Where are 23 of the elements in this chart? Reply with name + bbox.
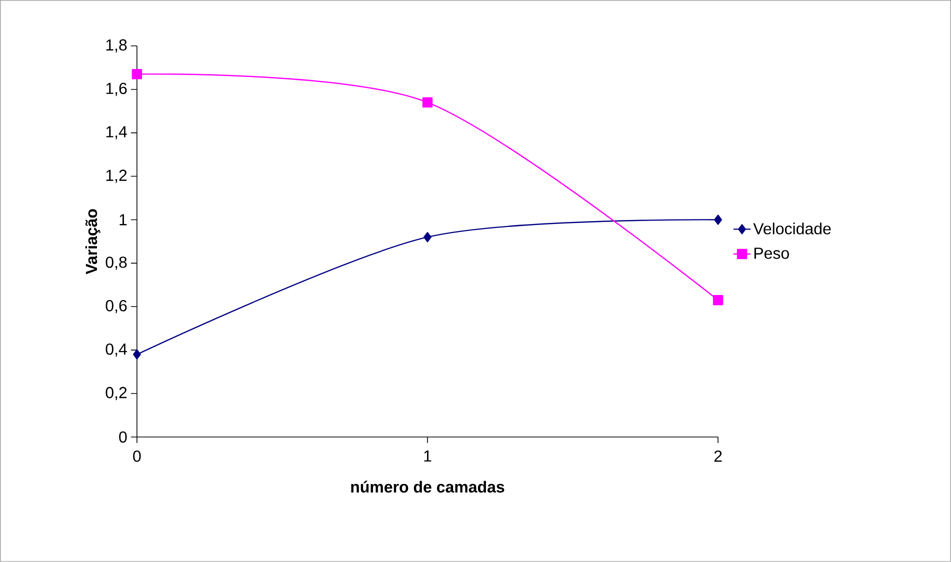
- y-tick-label: 1,8: [106, 39, 127, 53]
- y-tick-label: 1: [120, 214, 127, 226]
- point: [132, 349, 141, 360]
- y-tick-label: 0,8: [106, 256, 127, 270]
- point: [714, 214, 722, 225]
- point: [712, 295, 724, 306]
- y-axis-title: Variação: [85, 209, 100, 274]
- point: [424, 232, 432, 242]
- y-tick-label: 1,6: [106, 82, 127, 96]
- y-tick-label: 0,6: [106, 300, 127, 314]
- x-tick-label: 2: [714, 450, 722, 462]
- y-tick-label: 0,2: [106, 386, 127, 400]
- legend-label: Peso: [754, 248, 789, 259]
- x-tick-label: 1: [424, 450, 432, 462]
- y-tick-label: 1,2: [106, 170, 127, 183]
- y-tick-label: 0,4: [106, 344, 127, 357]
- x-tick-label: 0: [133, 450, 141, 462]
- y-tick-label: 1,4: [106, 126, 127, 140]
- y-tick-label: 0: [119, 431, 127, 443]
- x-axis-title: número de camadas: [351, 480, 504, 493]
- point: [422, 97, 433, 108]
- legend-label: Velocidade: [753, 222, 831, 234]
- point: [132, 69, 142, 80]
